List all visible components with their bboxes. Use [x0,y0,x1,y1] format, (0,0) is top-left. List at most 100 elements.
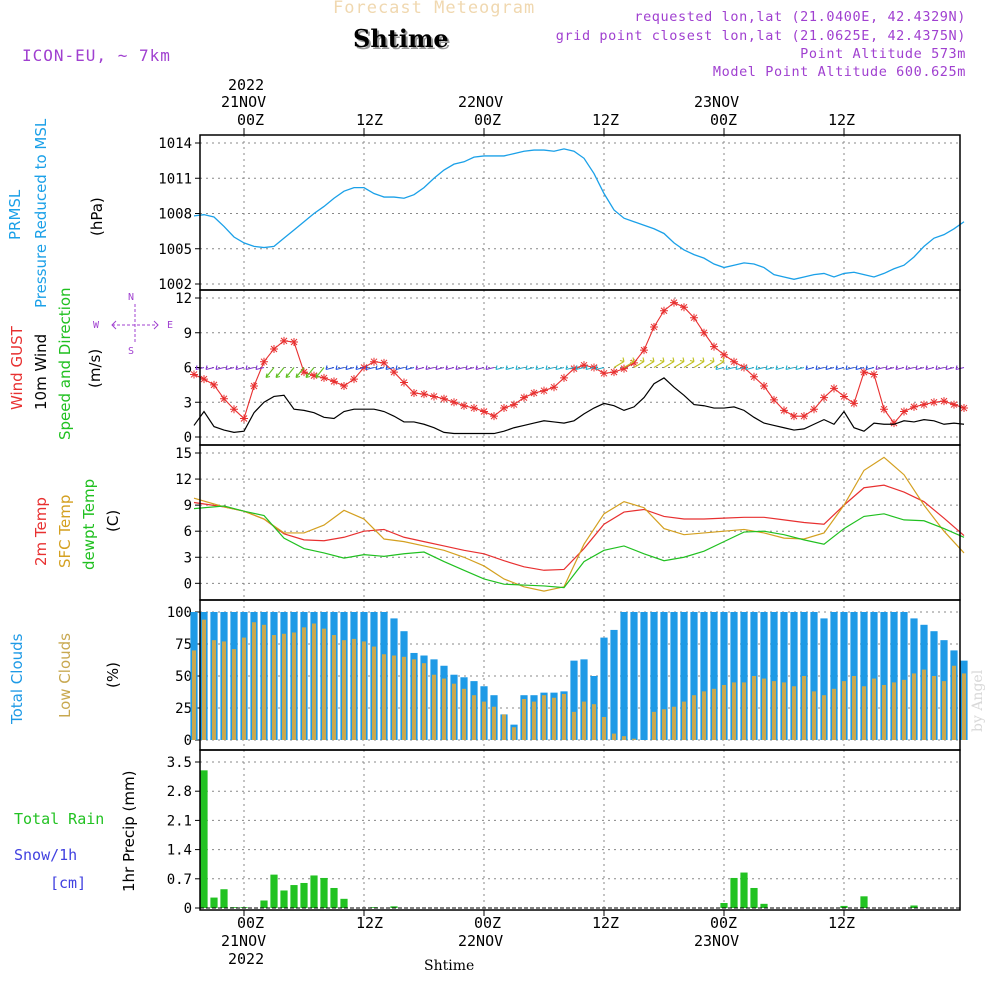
total-cloud-bar [560,691,568,740]
low-cloud-bar [411,659,417,740]
total-cloud-bar [860,612,868,740]
total-cloud-bar [470,681,478,740]
grid-point-coords: grid point closest lon,lat (21.0625E, 42… [555,28,966,44]
gust-marker [900,407,908,416]
low-cloud-bar [831,688,837,740]
wind-arrow [305,367,315,379]
gust-marker [230,405,238,414]
bottom-hour-5: 00Z [710,914,738,932]
low-cloud-bar [481,701,487,740]
low-cloud-bar [551,697,557,740]
gust-marker [220,394,228,403]
gust-marker [360,363,368,372]
wind-arrow [195,365,205,371]
gust-marker [550,383,558,392]
low-cloud-bar [301,627,307,740]
total-cloud-bar [330,612,338,740]
wind-arrow [955,365,965,371]
rain-bar [310,875,318,908]
gust-marker [720,350,728,359]
rain-bar [720,902,728,908]
low-cloud-bar [521,699,527,740]
low-cloud-bar [841,681,847,740]
rain-bar [270,874,278,908]
gust-marker [890,419,898,428]
total-cloud-bar [500,714,508,740]
low-cloud-bar [801,676,807,740]
low-cloud-bar [261,624,267,740]
wind-arrow [613,357,625,368]
top-hour-3: 00Z [474,111,502,129]
compass-east: E [167,320,174,331]
wind-arrow [465,365,475,371]
total-cloud-bar [790,612,798,740]
top-hour-2: 12Z [356,111,384,129]
top-date-2: 22NOV [458,93,504,111]
wind-arrow [825,365,835,371]
gust-marker [410,388,418,397]
low-cloud-bar [451,683,457,740]
bottom-date-3: 23NOV [694,932,740,950]
gust-marker [480,407,488,416]
forecast-title: Forecast Meteogram [333,0,536,18]
low-cloud-bar [241,637,247,740]
wind-arrow [295,367,305,379]
total-cloud-bar [430,659,438,740]
low-cloud-bar [471,695,477,740]
top-hour-6: 12Z [828,111,856,129]
footer-location: Shtime [424,958,475,974]
wind-arrow [365,365,375,371]
wind-arrow [345,365,355,371]
wind-arrow [703,357,715,368]
total-cloud-bar [920,624,928,740]
y-tick-label: 2.1 [167,813,192,829]
y-tick-label: 2.8 [167,784,192,800]
low-cloud-bar [251,622,257,740]
precip-unit: 1hr Precip (mm) [120,770,138,892]
wind-arrow [653,357,665,368]
total-cloud-bar [480,686,488,740]
wind-arrow [355,365,365,371]
low-cloud-bar [221,641,227,740]
total-cloud-bar [700,612,708,740]
wind-arrow [425,365,435,371]
wind10m-line [193,377,965,435]
total-clouds-label: Total Clouds [8,633,26,724]
gust-marker [570,364,578,373]
total-cloud-bar [740,612,748,740]
low-cloud-bar [601,716,607,740]
low-cloud-bar [341,640,347,740]
bottom-hour-6: 12Z [828,914,856,932]
wind-arrow [515,365,525,371]
wind10m-label: 10m Wind [32,333,50,410]
rain-label: Total Rain [14,810,105,828]
gust-marker [580,361,588,370]
gust-marker [430,392,438,401]
gust-marker [620,364,628,373]
gust-marker [270,344,278,353]
total-cloud-bar [890,612,898,740]
low-cloud-bar [561,693,567,740]
total-cloud-bar [710,612,718,740]
bottom-date-1: 21NOV [221,932,267,950]
wind-arrow [415,365,425,371]
wind-arrow [623,357,635,368]
wind-arrow [925,365,935,371]
wind-arrow [835,365,845,371]
model-label: ICON-EU, ~ 7km [22,46,171,65]
low-cloud-bar [271,635,277,740]
low-cloud-bar [371,646,377,740]
low-cloud-bar [311,623,317,740]
rain-bar [320,877,328,908]
total-cloud-bar [900,612,908,740]
low-cloud-bar [491,706,497,740]
gust-marker [540,386,548,395]
low-cloud-bar [291,632,297,740]
wind-arrow [545,365,555,371]
gust-marker [870,370,878,379]
total-cloud-bar [630,612,638,740]
gust-label: Wind GUST [8,326,26,410]
temp2m-label: 2m Temp [32,497,50,566]
gust-marker [770,395,778,404]
